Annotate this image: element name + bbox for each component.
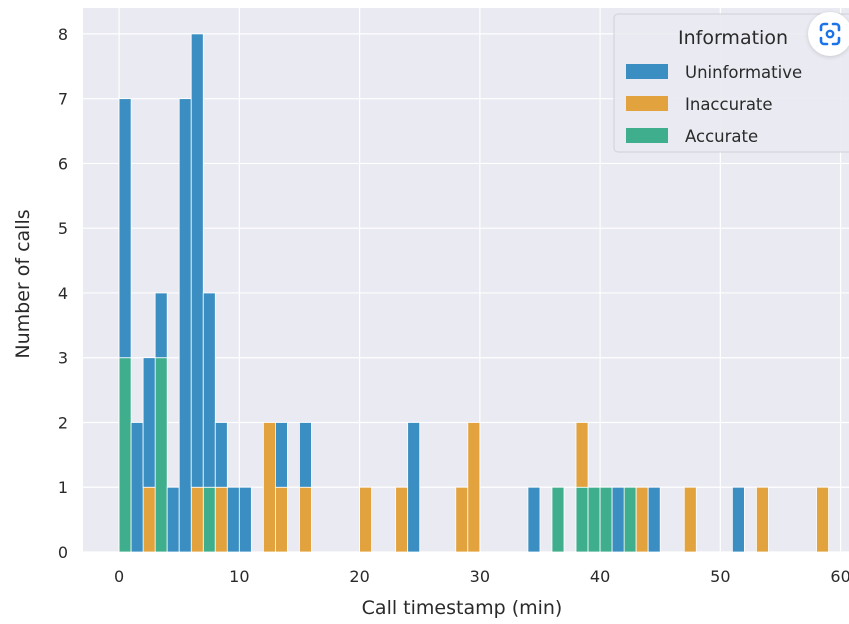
bar-uninformative (118, 98, 132, 359)
bar-uninformative (190, 33, 204, 488)
bar-accurate (575, 486, 589, 553)
bar-inaccurate (262, 422, 276, 553)
lens-scan-icon (819, 22, 841, 46)
bars (118, 33, 829, 553)
legend-entry-label: Accurate (685, 127, 758, 146)
y-tick-label: 8 (58, 25, 68, 44)
bar-uninformative (154, 292, 168, 359)
y-tick-label: 7 (58, 90, 68, 109)
bar-inaccurate (214, 486, 228, 553)
x-tick-label: 0 (114, 567, 124, 586)
legend-title: Information (678, 27, 788, 49)
bar-accurate (551, 486, 565, 553)
bar-accurate (587, 486, 601, 553)
bar-inaccurate (455, 486, 469, 553)
lens-scan-button[interactable] (808, 12, 849, 56)
bar-uninformative (202, 292, 216, 488)
bar-inaccurate (395, 486, 409, 553)
bar-accurate (623, 486, 637, 553)
bar-inaccurate (635, 486, 649, 553)
y-tick-label: 2 (58, 413, 68, 432)
bar-inaccurate (142, 486, 156, 553)
bar-uninformative (299, 422, 312, 488)
y-tick-label: 5 (58, 219, 68, 238)
bar-uninformative (178, 98, 192, 553)
y-tick-label: 0 (58, 543, 68, 562)
bar-uninformative (226, 486, 240, 553)
bar-uninformative (647, 486, 661, 553)
legend-box (613, 13, 849, 153)
bar-uninformative (130, 422, 144, 553)
x-tick-label: 50 (710, 567, 730, 586)
bar-inaccurate (756, 486, 769, 553)
legend: Information Uninformative Inaccurate Accur… (613, 13, 849, 153)
x-tick-label: 40 (590, 567, 610, 586)
legend-entry-label: Uninformative (685, 63, 802, 82)
y-tick-label: 3 (58, 349, 68, 368)
bar-uninformative (142, 357, 156, 488)
bar-uninformative (238, 486, 252, 553)
bar-accurate (118, 357, 132, 553)
bar-accurate (599, 486, 613, 553)
legend-entries: Uninformative Inaccurate Accurate (626, 63, 802, 146)
bar-uninformative (275, 422, 288, 488)
y-tick-label: 6 (58, 154, 68, 173)
y-axis-label: Number of calls (12, 209, 34, 358)
bar-uninformative (527, 486, 541, 553)
legend-swatch (626, 96, 668, 111)
bar-inaccurate (190, 486, 204, 553)
x-tick-label: 60 (830, 567, 849, 586)
x-axis-label: Call timestamp (min) (362, 597, 563, 619)
bar-uninformative (214, 422, 228, 488)
bar-uninformative (407, 422, 421, 553)
bar-inaccurate (467, 422, 481, 553)
bar-inaccurate (683, 486, 697, 553)
x-tick-label: 20 (349, 567, 369, 586)
legend-swatch (626, 64, 668, 79)
bar-inaccurate (275, 486, 288, 553)
bar-inaccurate (816, 486, 829, 553)
bar-inaccurate (299, 486, 312, 553)
bar-uninformative (166, 486, 180, 553)
bar-inaccurate (575, 422, 589, 488)
legend-entry-label: Inaccurate (685, 95, 773, 114)
bar-accurate (202, 486, 216, 553)
x-tick-label: 30 (470, 567, 490, 586)
legend-swatch (626, 128, 668, 143)
bar-inaccurate (359, 486, 373, 553)
bar-accurate (154, 357, 168, 553)
y-tick-label: 1 (58, 478, 68, 497)
x-axis-ticks: 0 10 20 30 40 50 60 (114, 567, 849, 586)
y-tick-label: 4 (58, 284, 68, 303)
x-tick-label: 10 (229, 567, 249, 586)
bar-uninformative (611, 486, 625, 553)
y-axis-ticks: 0 1 2 3 4 5 6 7 8 (58, 25, 68, 562)
bar-uninformative (731, 486, 745, 553)
